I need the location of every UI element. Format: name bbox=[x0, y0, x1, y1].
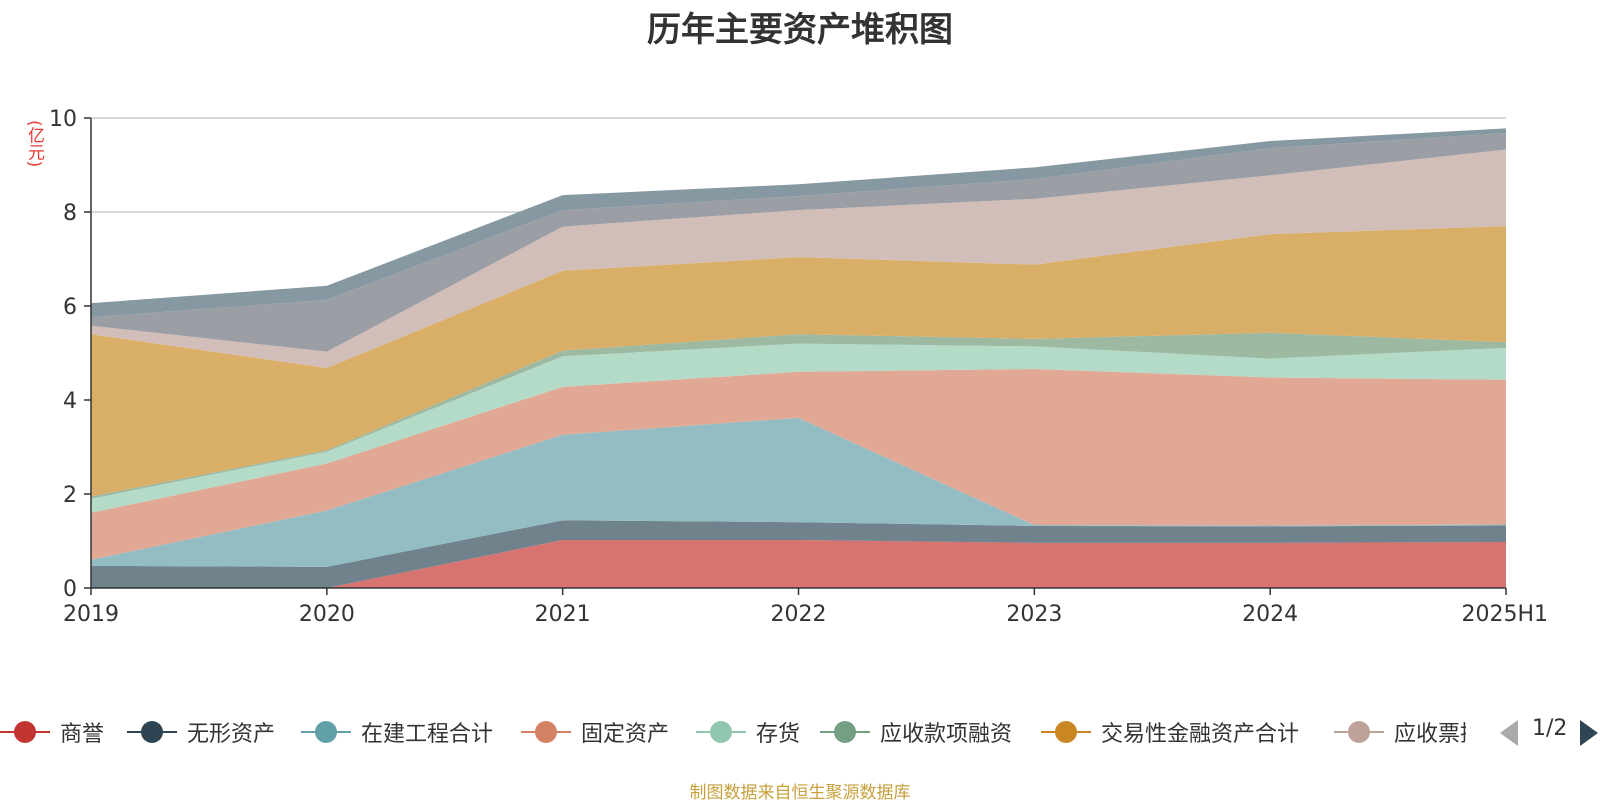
x-tick-label: 2022 bbox=[771, 602, 827, 627]
legend: 商誉 无形资产 在建工程合计 固定资产 存货 应收款项融资 交易性金融资产合计 应收票据 1/… bbox=[0, 712, 1600, 752]
legend-symbol-icon bbox=[696, 712, 746, 752]
area-series-7 bbox=[91, 149, 1506, 369]
area-series-8 bbox=[91, 133, 1506, 352]
y-tick-label: 6 bbox=[63, 295, 77, 320]
legend-item[interactable]: 商誉 bbox=[0, 712, 104, 752]
legend-symbol-icon bbox=[820, 712, 870, 752]
area-series-3 bbox=[91, 368, 1506, 560]
y-tick-label: 8 bbox=[63, 201, 77, 226]
legend-symbol-icon bbox=[521, 712, 571, 752]
area-series-0 bbox=[91, 540, 1506, 588]
x-tick-label: 2024 bbox=[1242, 602, 1298, 627]
legend-symbol-icon bbox=[127, 712, 177, 752]
legend-item[interactable]: 存货 bbox=[696, 712, 800, 752]
y-tick-label: 10 bbox=[49, 107, 77, 132]
legend-label: 固定资产 bbox=[581, 722, 670, 747]
legend-items: 商誉 无形资产 在建工程合计 固定资产 存货 应收款项融资 交易性金融资产合计 应收票据 bbox=[0, 712, 1466, 752]
legend-label: 在建工程合计 bbox=[361, 722, 494, 747]
area-series-9 bbox=[91, 128, 1506, 318]
source-note: 制图数据来自恒生聚源数据库 bbox=[689, 783, 911, 803]
legend-item[interactable]: 无形资产 bbox=[127, 712, 275, 752]
area-series-2 bbox=[91, 417, 1506, 567]
legend-label: 存货 bbox=[756, 722, 801, 747]
legend-item[interactable]: 交易性金融资产合计 bbox=[1041, 712, 1299, 752]
x-tick-label: 2021 bbox=[535, 602, 591, 627]
legend-symbol-icon bbox=[1334, 712, 1384, 752]
x-tick-label: 2020 bbox=[299, 602, 355, 627]
legend-item[interactable]: 固定资产 bbox=[521, 712, 669, 752]
y-tick-label: 4 bbox=[63, 389, 77, 414]
stacked-area-chart: 0 2 4 6 8 10 2019 2020 2021 2022 2023 2024 2025H1 bbox=[49, 107, 1548, 627]
x-tick-label: 2019 bbox=[63, 602, 119, 627]
legend-prev-page-icon[interactable] bbox=[1500, 720, 1518, 746]
legend-item[interactable]: 应收票据 bbox=[1334, 712, 1466, 752]
legend-label: 无形资产 bbox=[187, 722, 276, 747]
legend-symbol-icon bbox=[301, 712, 351, 752]
axes: 0 2 4 6 8 10 2019 2020 2021 2022 2023 2024 2025H1 bbox=[49, 107, 1548, 627]
legend-symbol-icon bbox=[0, 712, 50, 752]
chart-title: 历年主要资产堆积图 bbox=[647, 10, 953, 50]
area-series-1 bbox=[91, 520, 1506, 588]
legend-symbol-icon bbox=[1041, 712, 1091, 752]
area-series-4 bbox=[91, 343, 1506, 513]
legend-label: 应收票据 bbox=[1394, 722, 1466, 747]
legend-page-indicator: 1/2 bbox=[1532, 716, 1568, 741]
y-tick-label: 2 bbox=[63, 483, 77, 508]
legend-item[interactable]: 在建工程合计 bbox=[301, 712, 493, 752]
area-series bbox=[91, 128, 1506, 588]
x-tick-label: 2023 bbox=[1006, 602, 1062, 627]
area-series-6 bbox=[91, 226, 1506, 497]
area-series-5 bbox=[91, 332, 1506, 499]
legend-label: 应收款项融资 bbox=[880, 722, 1013, 747]
y-tick-label: 0 bbox=[63, 577, 77, 602]
legend-label: 交易性金融资产合计 bbox=[1101, 722, 1300, 747]
legend-next-page-icon[interactable] bbox=[1580, 720, 1598, 746]
legend-item[interactable]: 应收款项融资 bbox=[820, 712, 1012, 752]
x-tick-label: 2025H1 bbox=[1461, 602, 1548, 627]
legend-label: 商誉 bbox=[60, 722, 105, 747]
y-axis-unit-label: (亿元) bbox=[24, 120, 44, 168]
